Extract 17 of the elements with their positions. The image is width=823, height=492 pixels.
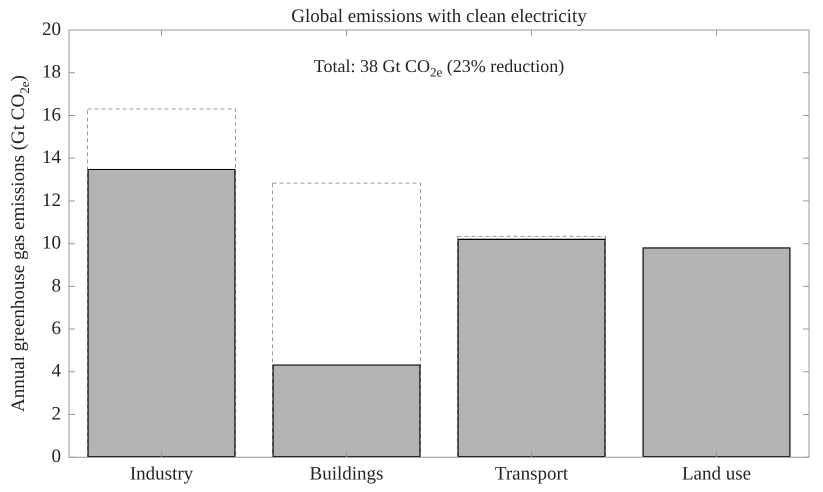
y-tick-label: 14 [42,147,62,168]
y-tick-label: 8 [52,275,61,296]
x-tick-label: Land use [682,464,752,485]
y-tick-label: 16 [42,104,61,126]
x-tick-label: Buildings [310,464,384,485]
y-tick-label: 12 [42,190,61,211]
x-tick-label: Industry [130,464,194,485]
y-tick-label: 20 [42,18,61,40]
y-tick-label: 10 [42,232,61,254]
y-tick-label: 18 [42,62,61,83]
y-tick-label: 0 [52,446,61,468]
y-tick-label: 4 [52,360,62,382]
y-tick-label: 6 [52,318,61,340]
x-tick-label: Transport [494,464,569,485]
chart-title: Global emissions with clean electricity [291,6,588,27]
y-tick-label: 2 [52,403,61,424]
y-axis-title: Annual greenhouse gas emissions (Gt CO2e) [8,75,32,412]
